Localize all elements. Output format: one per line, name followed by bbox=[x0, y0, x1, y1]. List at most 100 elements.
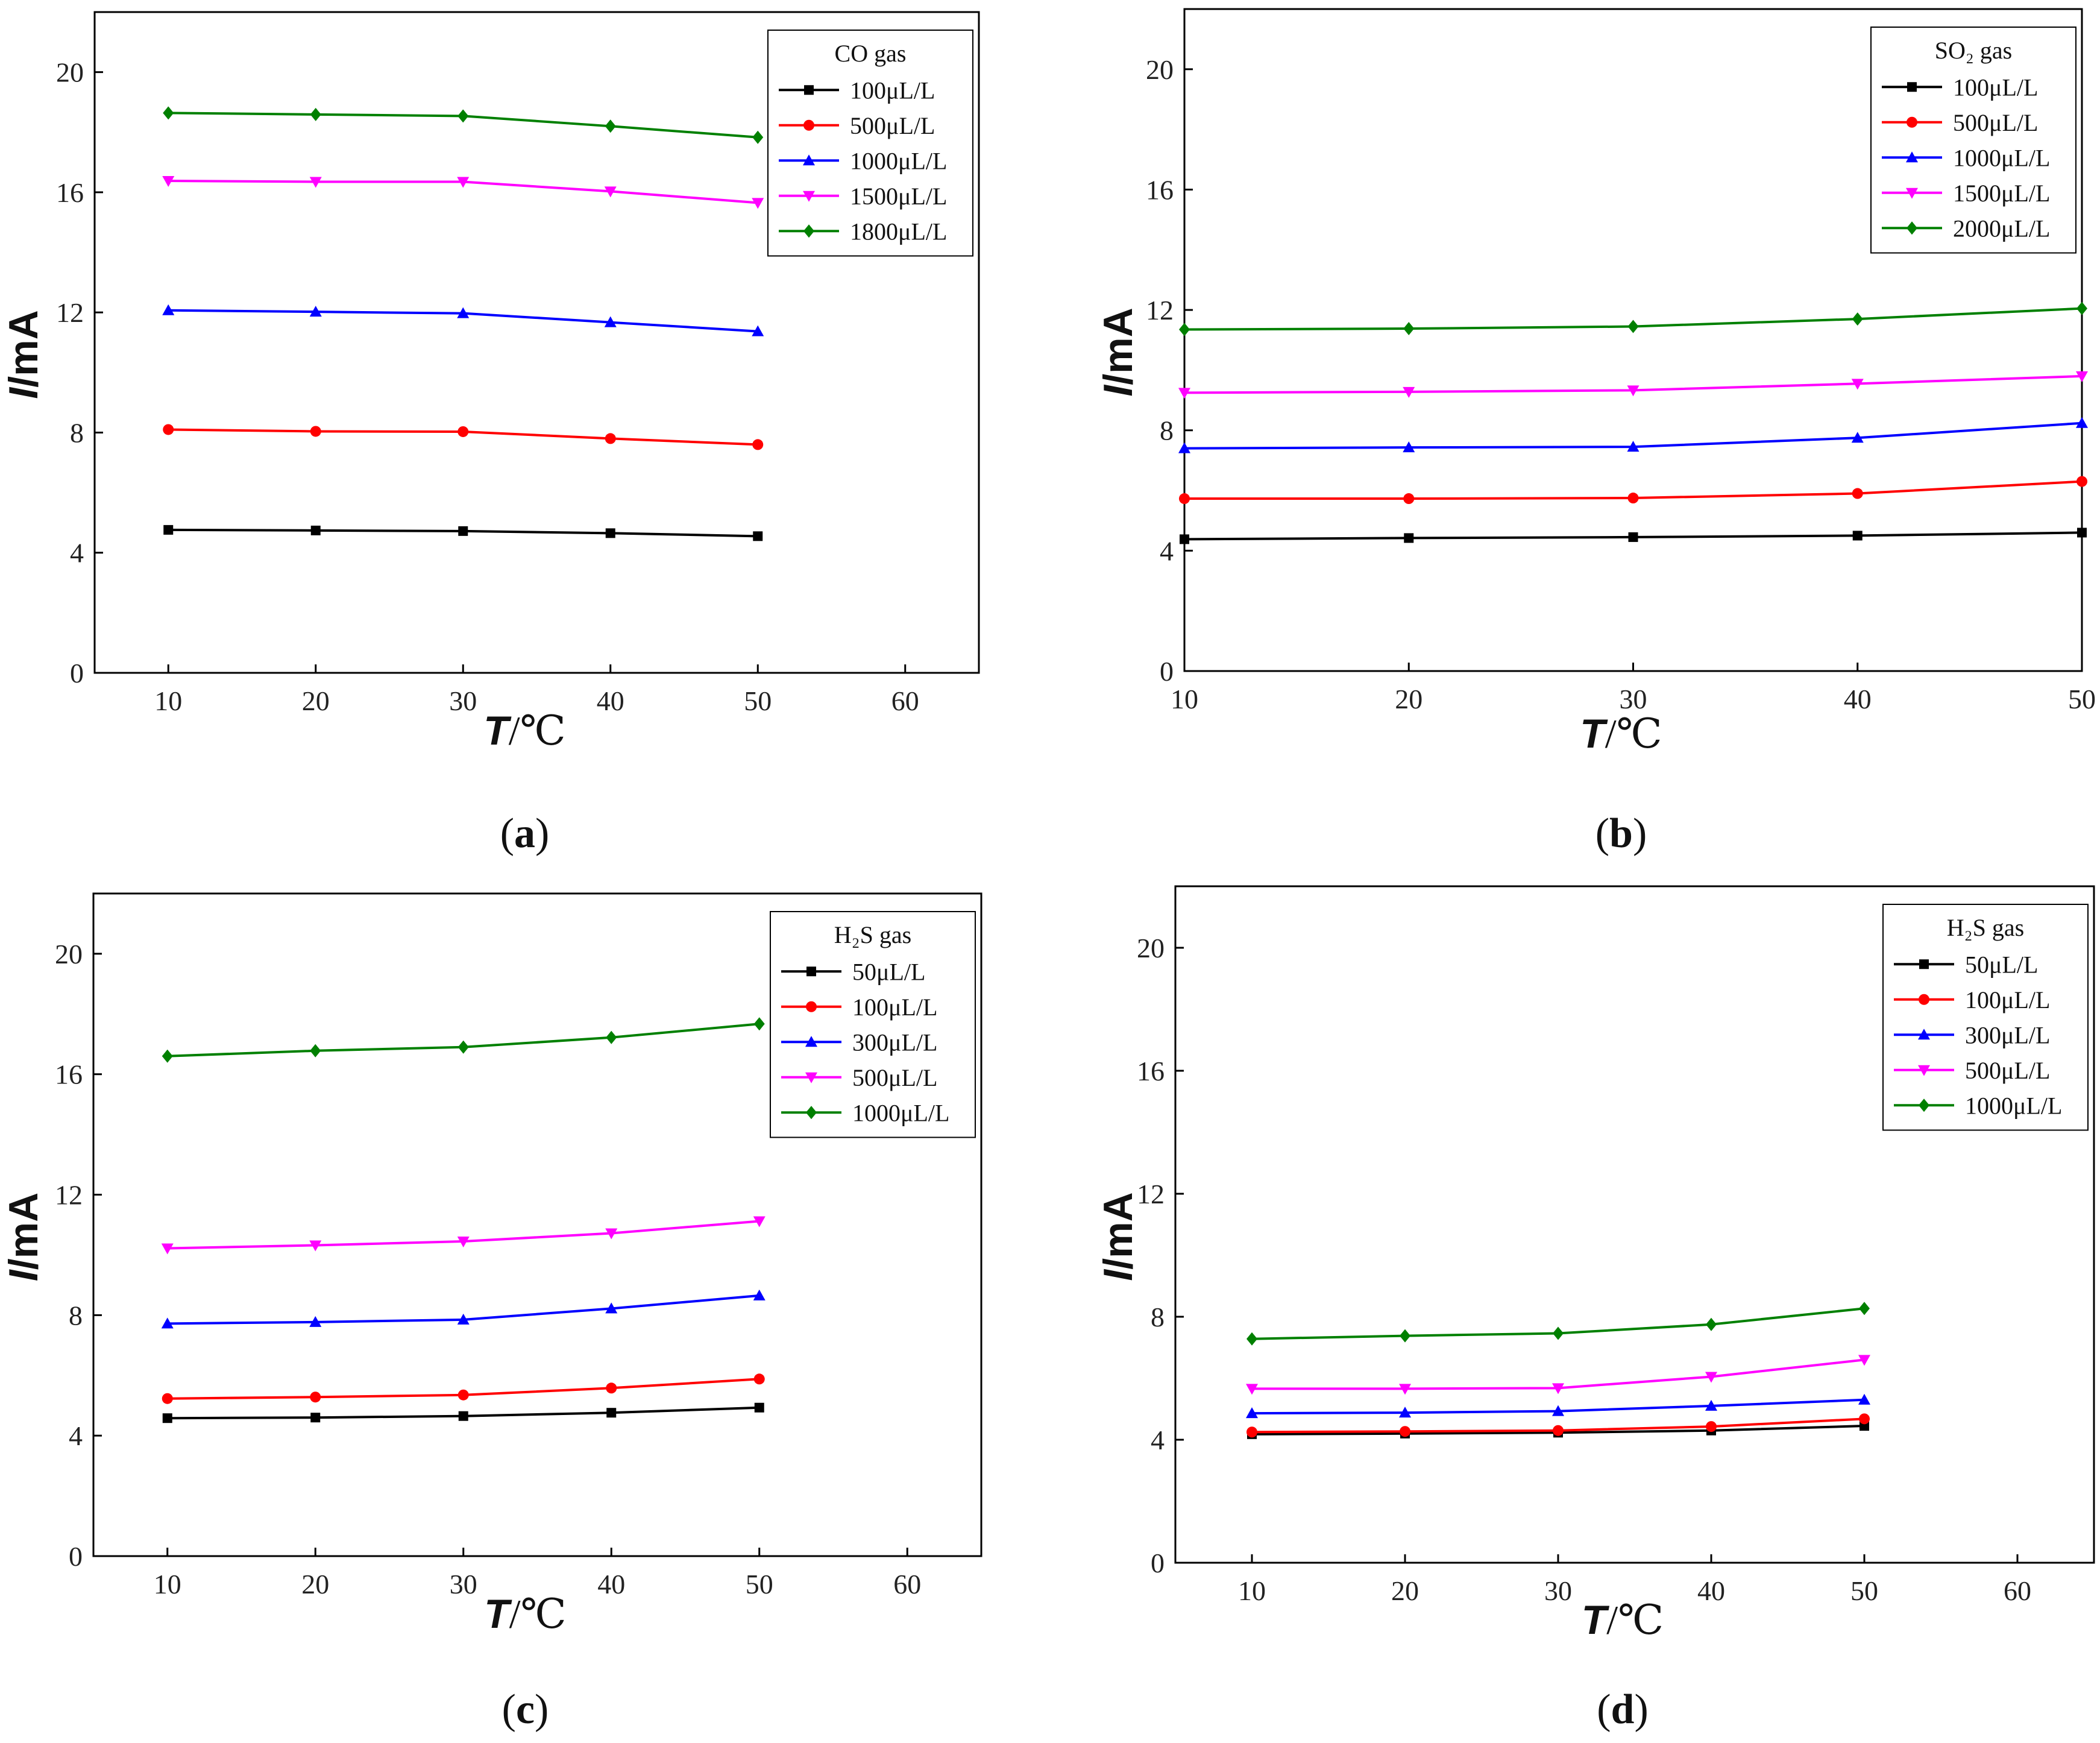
legend-entry: 1800μL/L bbox=[850, 218, 947, 245]
legend-c: H₂S gas 50μL/L 100μL/L 300μL/L 500μL/L 1000μL… bbox=[770, 911, 976, 1138]
y-tick-label: 4 bbox=[70, 538, 84, 569]
data-point-1500μL/L bbox=[1403, 386, 1415, 398]
data-point-1000μL/L bbox=[1627, 441, 1639, 452]
data-point-100μL/L bbox=[457, 1389, 469, 1401]
chart-panel-a: 10 20 30 40 50 60 0 4 8 12 16 20 T/℃ I/mA CO gas 100μL/… bbox=[1, 11, 980, 857]
data-point-2000μL/L bbox=[1403, 322, 1415, 336]
y-tick-label: 8 bbox=[1160, 415, 1174, 446]
data-point-1800μL/L bbox=[457, 109, 469, 123]
data-point-1000μL/L bbox=[1400, 1329, 1410, 1343]
x-tick-label: 40 bbox=[597, 686, 624, 716]
data-point-100μL/L bbox=[458, 526, 468, 536]
y-tick-label: 12 bbox=[1137, 1179, 1165, 1209]
data-point-2000μL/L bbox=[1852, 312, 1863, 326]
x-axis-unit: /℃ bbox=[509, 1591, 567, 1637]
chart-panel-b: 10 20 30 40 50 0 4 8 12 16 20 T/℃ I/mA SO₂ gas 100μL/L… bbox=[1095, 8, 2096, 857]
data-point-500μL/L bbox=[1852, 488, 1863, 499]
data-point-2000μL/L bbox=[2076, 301, 2087, 315]
legend-marker bbox=[1919, 1098, 1929, 1112]
data-point-500μL/L bbox=[752, 439, 764, 450]
x-tick-label: 10 bbox=[1171, 684, 1198, 714]
x-tick-label: 40 bbox=[1844, 684, 1872, 714]
data-point-1000μL/L bbox=[604, 316, 617, 327]
legend-entry: 1500μL/L bbox=[1953, 180, 2050, 207]
legend-entry: 500μL/L bbox=[1965, 1057, 2050, 1084]
y-axis-title: I/mA bbox=[1, 310, 46, 399]
y-tick-label: 8 bbox=[70, 417, 84, 448]
data-point-1500μL/L bbox=[2076, 371, 2088, 382]
legend-box bbox=[767, 30, 973, 257]
data-point-100μL/L bbox=[1706, 1421, 1717, 1433]
chart-panel-c: 10 20 30 40 50 60 0 4 8 12 16 20 T/℃ I/mA H₂S gas 50μL/… bbox=[1, 892, 982, 1733]
data-point-100μL/L bbox=[2077, 528, 2087, 538]
data-point-100μL/L bbox=[310, 525, 321, 535]
data-point-500μL/L bbox=[1403, 493, 1415, 505]
data-point-1000μL/L bbox=[606, 1030, 617, 1044]
x-tick-label: 60 bbox=[2004, 1575, 2031, 1606]
data-point-1800μL/L bbox=[752, 130, 764, 144]
x-tick-label: 20 bbox=[301, 1569, 329, 1600]
data-point-300μL/L bbox=[457, 1313, 470, 1325]
data-point-1500μL/L bbox=[752, 198, 764, 209]
data-point-500μL/L bbox=[1399, 1384, 1411, 1395]
data-point-1500μL/L bbox=[1627, 385, 1639, 397]
x-axis-unit: /℃ bbox=[1605, 711, 1662, 757]
plot-frame-c bbox=[92, 892, 982, 1557]
panel-label: (c) bbox=[502, 1686, 549, 1733]
data-point-50μL/L bbox=[754, 1402, 764, 1413]
data-point-300μL/L bbox=[753, 1289, 765, 1300]
y-tick-label: 16 bbox=[55, 1059, 83, 1090]
y-axis-variable: I bbox=[1, 386, 46, 399]
data-point-500μL/L bbox=[605, 1228, 618, 1240]
y-axis-title: I/mA bbox=[1095, 1192, 1141, 1281]
legend-entry: 50μL/L bbox=[1965, 951, 2038, 978]
legend-entry: 100μL/L bbox=[852, 994, 937, 1021]
legend-marker bbox=[803, 224, 814, 238]
data-point-100μL/L bbox=[753, 531, 763, 541]
legend-b: SO₂ gas 100μL/L 500μL/L 1000μL/L 1500μL/L 200… bbox=[1870, 27, 2076, 254]
data-point-1500μL/L bbox=[1178, 388, 1190, 399]
x-tick-label: 20 bbox=[1395, 684, 1423, 714]
data-point-300μL/L bbox=[1246, 1407, 1258, 1419]
data-point-500μL/L bbox=[161, 1243, 174, 1255]
y-tick-label: 0 bbox=[70, 658, 84, 689]
y-tick-label: 16 bbox=[56, 177, 84, 208]
panel-label: (b) bbox=[1595, 810, 1647, 857]
legend-marker bbox=[1918, 1065, 1930, 1076]
x-tick-label: 30 bbox=[1620, 684, 1647, 714]
y-tick-label: 16 bbox=[1146, 174, 1174, 205]
x-axis-variable: T bbox=[484, 1591, 512, 1637]
data-point-100μL/L bbox=[1246, 1426, 1257, 1438]
data-point-1800μL/L bbox=[605, 119, 616, 133]
x-axis-title: T/℃ bbox=[484, 1591, 567, 1637]
legend-marker bbox=[806, 1001, 817, 1012]
y-tick-label: 20 bbox=[1137, 933, 1165, 963]
x-tick-label: 40 bbox=[1697, 1575, 1725, 1606]
y-axis-unit: /mA bbox=[1095, 1192, 1141, 1269]
x-axis-title: T/℃ bbox=[1582, 1597, 1664, 1643]
data-point-100μL/L bbox=[163, 525, 174, 535]
data-point-500μL/L bbox=[457, 1236, 470, 1247]
legend-a: CO gas 100μL/L 500μL/L 1000μL/L 1500μL/L 1800… bbox=[767, 30, 973, 257]
legend-entry: 1500μL/L bbox=[850, 183, 947, 210]
data-point-500μL/L bbox=[1179, 493, 1190, 505]
y-tick-label: 0 bbox=[1151, 1548, 1165, 1578]
data-point-300μL/L bbox=[1858, 1393, 1870, 1405]
data-point-500μL/L bbox=[1627, 493, 1639, 504]
legend-d: H₂S gas 50μL/L 100μL/L 300μL/L 500μL/L 1000μL… bbox=[1882, 904, 2089, 1131]
data-point-1000μL/L bbox=[310, 1044, 321, 1057]
legend-marker bbox=[806, 1106, 817, 1120]
y-tick-label: 4 bbox=[1160, 535, 1174, 566]
legend-marker bbox=[1918, 1029, 1930, 1040]
legend-marker bbox=[1919, 994, 1929, 1005]
data-point-1000μL/L bbox=[1403, 441, 1415, 453]
legend-title: H₂S gas bbox=[1947, 914, 2024, 941]
legend-entry: 300μL/L bbox=[852, 1029, 937, 1056]
y-tick-label: 12 bbox=[56, 297, 84, 328]
legend-entry: 100μL/L bbox=[1953, 74, 2038, 101]
legend-marker bbox=[1907, 116, 1917, 128]
x-tick-label: 20 bbox=[1391, 1575, 1419, 1606]
legend-marker bbox=[1907, 82, 1917, 92]
data-point-1000μL/L bbox=[2076, 417, 2088, 428]
